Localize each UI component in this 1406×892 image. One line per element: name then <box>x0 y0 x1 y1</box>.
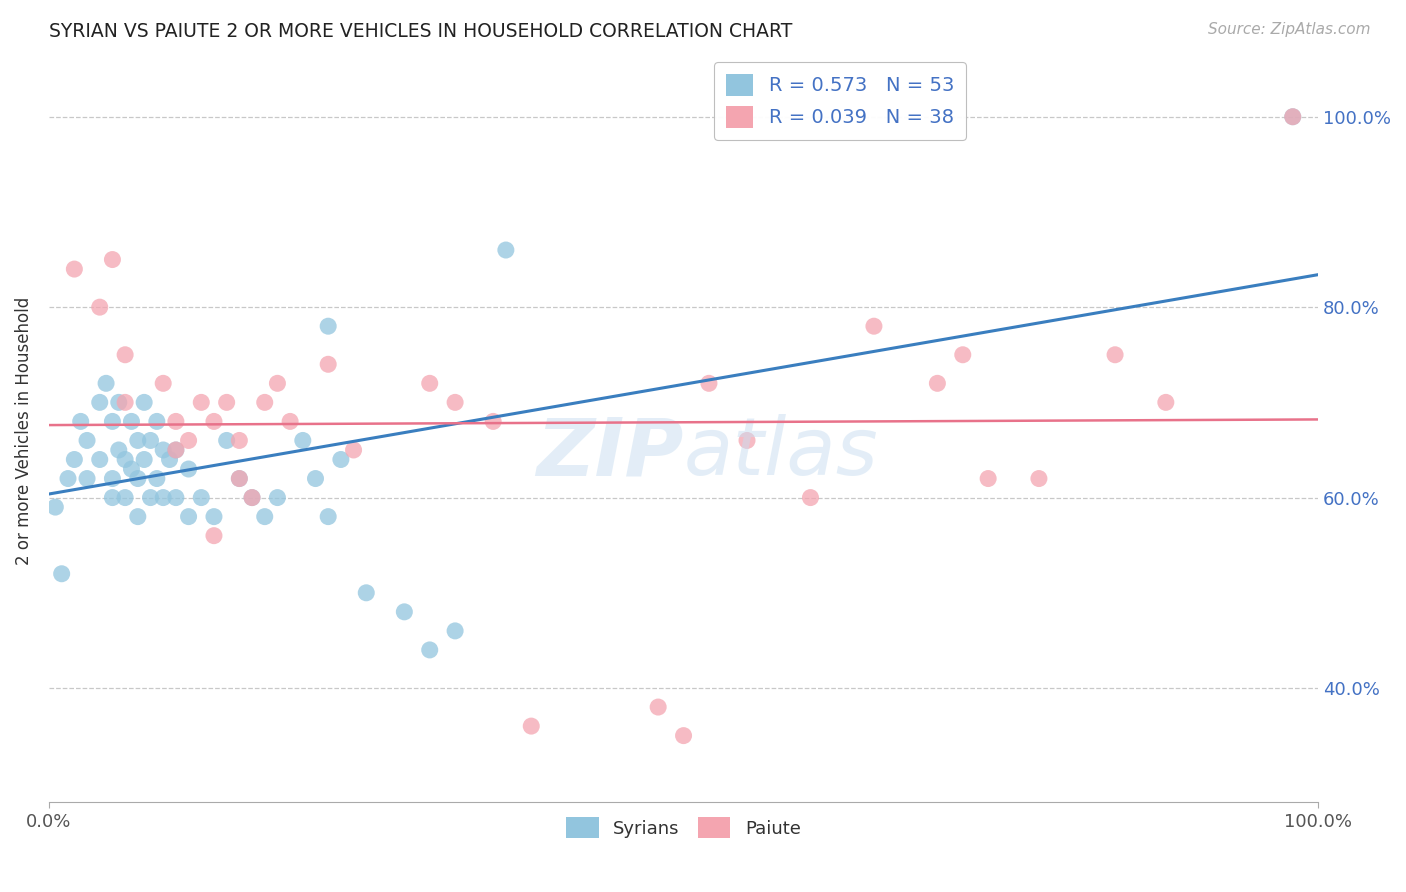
Point <box>202 529 225 543</box>
Point <box>114 395 136 409</box>
Point <box>152 491 174 505</box>
Point <box>228 471 250 485</box>
Point <box>266 376 288 391</box>
Point <box>127 471 149 485</box>
Point <box>647 700 669 714</box>
Point <box>266 491 288 505</box>
Point <box>316 509 339 524</box>
Point <box>89 452 111 467</box>
Point <box>159 452 181 467</box>
Point <box>697 376 720 391</box>
Point <box>419 376 441 391</box>
Text: Source: ZipAtlas.com: Source: ZipAtlas.com <box>1208 22 1371 37</box>
Point <box>114 348 136 362</box>
Point <box>114 491 136 505</box>
Point <box>190 395 212 409</box>
Point <box>291 434 314 448</box>
Point <box>165 442 187 457</box>
Point <box>253 509 276 524</box>
Point <box>76 434 98 448</box>
Point <box>253 395 276 409</box>
Point <box>127 509 149 524</box>
Point <box>735 434 758 448</box>
Point <box>63 452 86 467</box>
Point <box>94 376 117 391</box>
Point <box>1281 110 1303 124</box>
Point <box>146 471 169 485</box>
Point <box>444 624 467 638</box>
Point <box>952 348 974 362</box>
Point <box>482 414 505 428</box>
Text: atlas: atlas <box>683 414 879 492</box>
Point <box>1154 395 1177 409</box>
Point <box>89 395 111 409</box>
Point <box>177 434 200 448</box>
Point <box>121 462 143 476</box>
Point <box>107 442 129 457</box>
Point <box>316 319 339 334</box>
Point <box>1281 110 1303 124</box>
Point <box>101 414 124 428</box>
Point <box>51 566 73 581</box>
Point <box>342 442 364 457</box>
Point <box>89 300 111 314</box>
Point <box>152 376 174 391</box>
Point <box>69 414 91 428</box>
Point <box>44 500 66 515</box>
Point <box>240 491 263 505</box>
Point <box>76 471 98 485</box>
Point <box>202 509 225 524</box>
Point <box>165 414 187 428</box>
Point <box>101 252 124 267</box>
Point <box>977 471 1000 485</box>
Point <box>152 442 174 457</box>
Point <box>165 491 187 505</box>
Point <box>394 605 416 619</box>
Point <box>114 452 136 467</box>
Y-axis label: 2 or more Vehicles in Household: 2 or more Vehicles in Household <box>15 297 32 565</box>
Point <box>799 491 821 505</box>
Point <box>672 729 695 743</box>
Text: SYRIAN VS PAIUTE 2 OR MORE VEHICLES IN HOUSEHOLD CORRELATION CHART: SYRIAN VS PAIUTE 2 OR MORE VEHICLES IN H… <box>49 22 793 41</box>
Point <box>121 414 143 428</box>
Point <box>215 434 238 448</box>
Point <box>329 452 352 467</box>
Point <box>356 586 378 600</box>
Point <box>177 509 200 524</box>
Point <box>101 471 124 485</box>
Point <box>419 643 441 657</box>
Point <box>56 471 79 485</box>
Legend: Syrians, Paiute: Syrians, Paiute <box>560 810 808 846</box>
Point <box>139 434 162 448</box>
Point <box>63 262 86 277</box>
Point <box>316 357 339 371</box>
Point <box>107 395 129 409</box>
Point <box>228 434 250 448</box>
Point <box>278 414 301 428</box>
Text: ZIP: ZIP <box>536 414 683 492</box>
Point <box>228 471 250 485</box>
Point <box>202 414 225 428</box>
Point <box>304 471 326 485</box>
Point <box>1028 471 1050 485</box>
Point <box>146 414 169 428</box>
Point <box>1104 348 1126 362</box>
Point <box>134 452 156 467</box>
Point <box>139 491 162 505</box>
Point <box>863 319 886 334</box>
Point <box>927 376 949 391</box>
Point <box>134 395 156 409</box>
Point <box>444 395 467 409</box>
Point <box>190 491 212 505</box>
Point <box>127 434 149 448</box>
Point <box>520 719 543 733</box>
Point <box>101 491 124 505</box>
Point <box>215 395 238 409</box>
Point <box>177 462 200 476</box>
Point <box>165 442 187 457</box>
Point <box>240 491 263 505</box>
Point <box>495 243 517 257</box>
